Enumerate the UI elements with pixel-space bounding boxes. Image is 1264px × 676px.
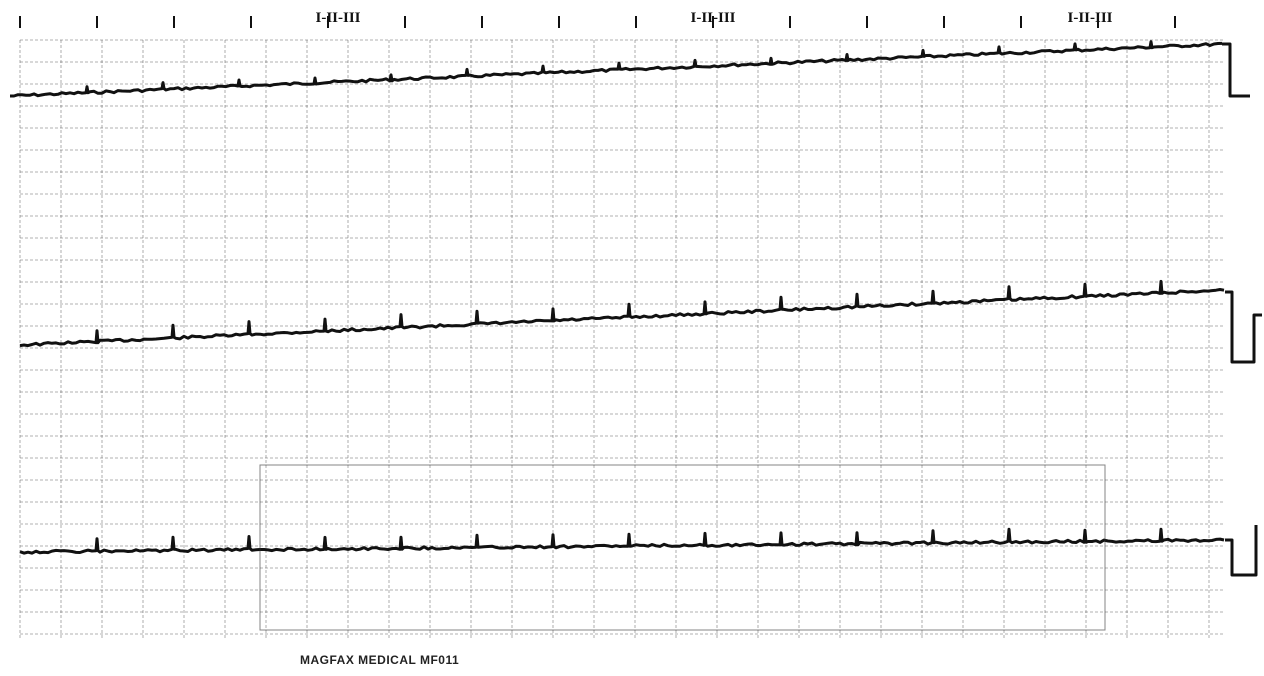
- calibration-pulse: [1225, 525, 1258, 577]
- lead-marker: I-II-III: [1067, 10, 1112, 26]
- lead-marker: I-II-III: [315, 10, 360, 26]
- traces: [10, 40, 1225, 555]
- lead-marker: I-II-III: [690, 10, 735, 26]
- ecg-trace: [10, 40, 1223, 98]
- calibration-pulse: [1222, 42, 1250, 98]
- grid: [19, 39, 1225, 640]
- ecg-trace: [19, 279, 1225, 348]
- calibration-pulse: [1225, 290, 1262, 364]
- ecg-trace: [19, 527, 1225, 555]
- footer-label: MAGFAX MEDICAL MF011: [300, 653, 459, 667]
- overlay-box: [259, 464, 1106, 631]
- top-ticks: [19, 16, 1176, 28]
